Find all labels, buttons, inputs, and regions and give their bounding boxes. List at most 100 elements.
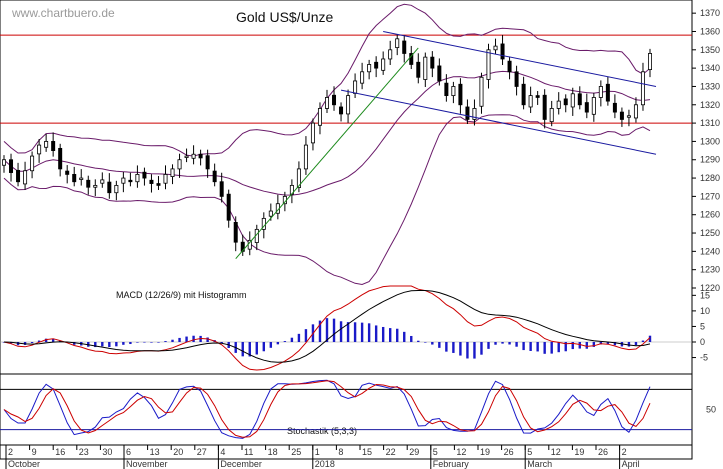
macd-histogram-bar [487, 342, 490, 349]
price-tick-label: 1340 [700, 63, 720, 73]
macd-histogram-bar [220, 342, 223, 344]
resistance-channel-line [383, 30, 657, 87]
candle-body [170, 168, 175, 177]
trendlines [235, 30, 657, 260]
candle-body [16, 169, 21, 183]
date-tick-label: 22 [386, 447, 396, 457]
macd-histogram-bar [515, 342, 518, 347]
macd-panel-label: MACD (12/26/9) mit Histogramm [116, 290, 247, 300]
candle-body [451, 86, 456, 97]
macd-line [3, 285, 651, 371]
date-tick-label: 26 [504, 447, 514, 457]
macd-histogram-bar [522, 342, 525, 351]
macd-histogram-bar [283, 341, 287, 342]
candle-body [296, 168, 301, 188]
candle-body [93, 184, 98, 188]
candle-body [395, 38, 400, 49]
price-tick-label: 1300 [700, 136, 720, 146]
plot-frame [0, 0, 693, 460]
candle-body [367, 64, 372, 73]
macd-histogram-bar [318, 320, 322, 342]
macd-histogram-bar [571, 342, 574, 350]
bollinger-middle-band [3, 70, 651, 196]
candle-body [184, 155, 189, 158]
macd-histogram-bar [641, 340, 645, 342]
candle-body [219, 181, 224, 197]
macd-histogram-bar [613, 342, 617, 346]
candle-body [423, 56, 428, 80]
macd-histogram-bar [494, 342, 497, 345]
candle-body [500, 43, 505, 60]
candle-body [388, 49, 393, 60]
date-tick-label: 16 [55, 447, 65, 457]
candle-body [212, 170, 217, 183]
macd-histogram-bar [417, 340, 420, 342]
candle-body [317, 108, 322, 126]
candle-body [163, 173, 168, 184]
candle-body [9, 159, 14, 173]
macd-histogram-bar [543, 342, 546, 354]
price-tick-label: 1250 [700, 228, 720, 238]
stochastic-tick-label: 50 [706, 405, 716, 415]
macd-histogram-bar [178, 337, 181, 342]
date-tick-label: 13 [150, 447, 160, 457]
candle-body [472, 108, 477, 120]
macd-histogram-bar [276, 342, 280, 345]
candle-body [114, 184, 119, 194]
date-tick-label: 12 [456, 447, 466, 457]
candle-body [493, 45, 498, 51]
macd-histogram-bar [73, 342, 76, 345]
macd-histogram-bar [578, 342, 581, 349]
candle-body [44, 141, 49, 148]
macd-tick-label: 5 [700, 321, 705, 331]
macd-histogram-bar [648, 335, 652, 342]
candle-body [346, 95, 351, 115]
candle-body [486, 49, 491, 80]
candle-body [563, 98, 568, 106]
candle-body [633, 104, 638, 119]
candle-body [584, 102, 589, 113]
macd-histogram-bar [290, 337, 294, 342]
macd-histogram-bar [367, 323, 371, 342]
candle-body [339, 106, 344, 115]
candle-body [72, 173, 77, 183]
macd-histogram-bar [255, 342, 258, 355]
candle-body [303, 144, 308, 170]
macd-histogram-bar [108, 342, 111, 348]
candle-body [360, 71, 365, 84]
price-tick-label: 1310 [700, 118, 720, 128]
candle-body [542, 94, 547, 120]
macd-histogram-bar [185, 336, 188, 342]
date-tick-label: 19 [480, 447, 490, 457]
macd-histogram-bar [248, 342, 251, 357]
macd-tick-label: 15 [700, 290, 710, 300]
candle-body [86, 179, 91, 188]
candle-body [591, 97, 596, 115]
candle-body [612, 102, 617, 113]
date-axis: 2 October 9 16 23 30 6 November 13 20 27 4 December 1… [5, 445, 640, 469]
candle-body [100, 179, 105, 184]
candle-body [605, 83, 610, 102]
bollinger-lower-band [3, 114, 651, 286]
candle-body [128, 179, 133, 183]
macd-histogram-bar [606, 342, 610, 345]
macd-histogram-bar [101, 342, 104, 347]
macd-tick-label: -5 [700, 353, 708, 363]
macd-histogram-bar [473, 342, 476, 359]
macd-tick-label: 10 [700, 306, 710, 316]
macd-histogram-bar [634, 342, 638, 346]
date-tick-label: 2 [8, 447, 13, 457]
candle-body [23, 170, 28, 185]
macd-histogram-bar [346, 322, 350, 342]
date-tick-label: 5 [433, 447, 438, 457]
candle-body [149, 179, 154, 184]
price-tick-label: 1280 [700, 173, 720, 183]
month-label: November [126, 459, 168, 469]
macd-histogram-bar [585, 342, 589, 349]
month-label: March [527, 459, 552, 469]
candle-body [65, 170, 70, 175]
macd-axis-ticks: 15 10 5 0 -5 [692, 290, 710, 363]
price-tick-label: 1240 [700, 246, 720, 256]
stochastic-d-line [3, 380, 651, 438]
candle-body [156, 183, 161, 186]
